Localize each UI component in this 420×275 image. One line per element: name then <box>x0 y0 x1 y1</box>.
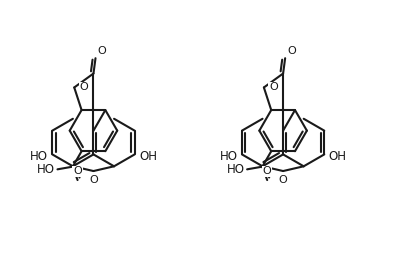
Text: HO: HO <box>219 150 237 163</box>
Text: OH: OH <box>139 150 157 163</box>
Text: O: O <box>73 166 82 176</box>
Text: O: O <box>263 166 272 176</box>
Text: HO: HO <box>37 163 55 176</box>
Text: O: O <box>269 82 278 92</box>
Text: O: O <box>97 46 106 56</box>
Text: O: O <box>89 175 98 185</box>
Text: O: O <box>80 82 89 92</box>
Text: HO: HO <box>30 150 48 163</box>
Text: O: O <box>279 175 287 185</box>
Text: OH: OH <box>329 150 347 163</box>
Text: O: O <box>287 46 296 56</box>
Text: HO: HO <box>227 163 245 176</box>
